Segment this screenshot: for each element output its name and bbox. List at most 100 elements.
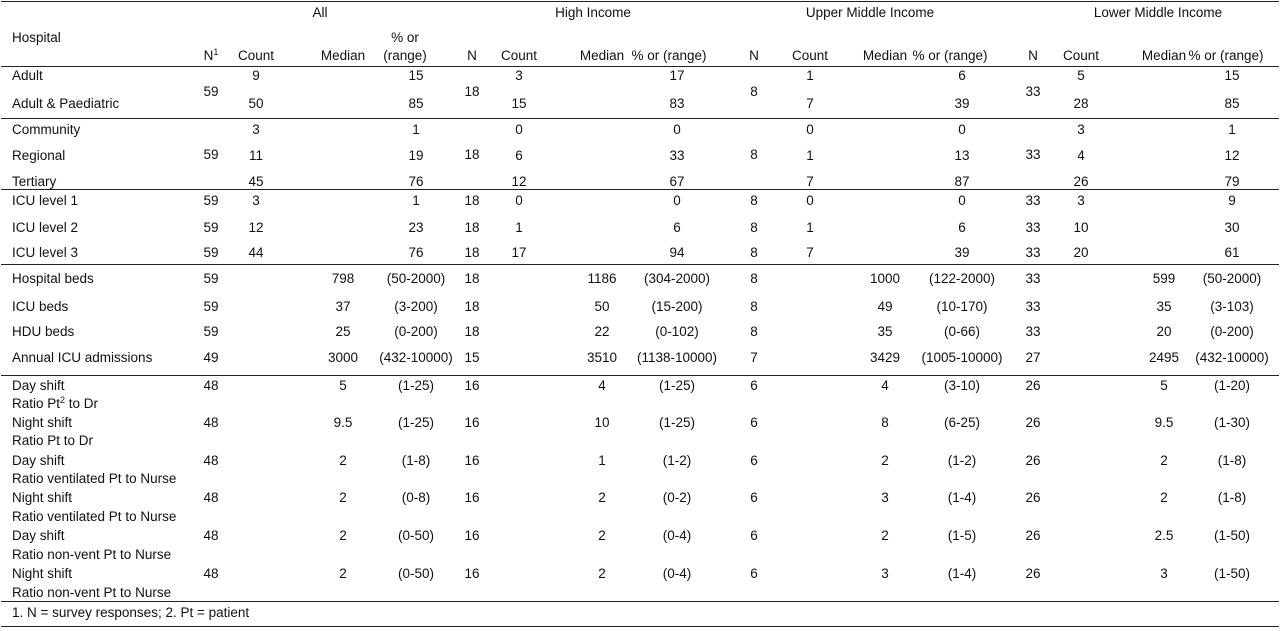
rule-hospital-type (1, 118, 1279, 119)
cell-median-lmi: 9.5 (1154, 415, 1174, 430)
cell-n-lmi: 26 (1025, 566, 1041, 581)
cell-pct-hi: (1138-10000) (636, 350, 718, 365)
cell-pct-umi: (1-5) (947, 528, 977, 543)
cell-pct-hi: (15-200) (651, 299, 703, 314)
cell-pct-umi: 39 (954, 96, 970, 111)
cell-count-all: 3 (252, 122, 260, 137)
cell-median-hi: 2 (598, 528, 606, 543)
cell-pct-umi: (1-4) (947, 490, 977, 505)
cell-count-lmi: 3 (1077, 122, 1085, 137)
cell-pct-hi: 67 (669, 174, 685, 189)
cell-pct-lmi: (50-2000) (1202, 271, 1262, 286)
cell-n-merged-lmi: 33 (1025, 147, 1041, 162)
cell-median-lmi: 599 (1152, 271, 1176, 286)
col-header-median-umi: Median (862, 48, 908, 63)
cell-median-all: 25 (335, 324, 351, 339)
cell-pct-umi: 0 (958, 122, 966, 137)
cell-n-hi: 16 (464, 378, 480, 393)
cell-median-hi: 4 (598, 378, 606, 393)
rule-hospital-level (1, 189, 1279, 190)
cell-n-lmi: 27 (1025, 350, 1041, 365)
cell-count-hi: 6 (515, 148, 523, 163)
cell-pct-hi: 33 (669, 148, 685, 163)
cell-n-hi: 18 (464, 271, 480, 286)
cell-n-merged-umi: 8 (750, 84, 758, 99)
cell-pct-hi: 94 (669, 245, 685, 260)
cell-count-lmi: 5 (1077, 68, 1085, 83)
col-header-median-lmi: Median (1141, 48, 1187, 63)
cell-pct-lmi: 61 (1224, 245, 1240, 260)
cell-n-hi: 18 (464, 220, 480, 235)
cell-pct-umi: 13 (954, 148, 970, 163)
cell-n-merged-all: 59 (203, 147, 219, 162)
cell-pct-all: (3-200) (394, 299, 438, 314)
col-header-count-umi: Count (791, 48, 829, 63)
row-label: Adult (12, 68, 43, 83)
group-header-all: All (312, 5, 328, 20)
cell-pct-all: (50-2000) (386, 271, 446, 286)
cell-median-lmi: 5 (1160, 378, 1168, 393)
cell-n-merged-umi: 8 (750, 147, 758, 162)
cell-pct-hi: (1-25) (658, 378, 696, 393)
cell-count-umi: 7 (806, 245, 814, 260)
cell-pct-all: 19 (408, 148, 424, 163)
cell-n-umi: 8 (750, 299, 758, 314)
col-header-count-lmi: Count (1062, 48, 1100, 63)
cell-pct-umi: (1-2) (947, 453, 977, 468)
cell-pct-umi: 6 (958, 220, 966, 235)
cell-median-umi: 35 (877, 324, 893, 339)
row-label: ICU level 3 (12, 245, 79, 260)
cell-median-lmi: 3 (1160, 566, 1168, 581)
cell-median-lmi: 35 (1156, 299, 1172, 314)
cell-n-umi: 6 (750, 415, 758, 430)
cell-n-all: 48 (203, 566, 219, 581)
cell-median-umi: 3 (881, 566, 889, 581)
col-header-pct-umi: % or (range) (912, 48, 988, 63)
col-header-median-all: Median (320, 48, 366, 63)
cell-median-umi: 3 (881, 490, 889, 505)
cell-n-umi: 6 (750, 566, 758, 581)
cell-pct-lmi: 9 (1228, 193, 1236, 208)
row-label: ICU level 1 (12, 193, 79, 208)
cell-n-hi: 18 (464, 193, 480, 208)
rule-header (1, 66, 1279, 67)
cell-n-umi: 7 (750, 350, 758, 365)
cell-n-lmi: 33 (1025, 271, 1041, 286)
cell-median-hi: 1186 (587, 271, 617, 286)
cell-pct-umi: 6 (958, 68, 966, 83)
cell-count-umi: 0 (806, 193, 814, 208)
cell-pct-lmi: 30 (1224, 220, 1240, 235)
cell-median-umi: 8 (881, 415, 889, 430)
cell-n-merged-hi: 18 (464, 147, 480, 162)
cell-pct-all: (0-50) (397, 528, 435, 543)
cell-pct-umi: (6-25) (943, 415, 981, 430)
cell-pct-hi: (0-2) (662, 490, 692, 505)
cell-pct-lmi: 12 (1224, 148, 1240, 163)
cell-median-hi: 10 (594, 415, 610, 430)
row-label: Night shift (12, 490, 73, 505)
cell-pct-all: (1-25) (397, 378, 435, 393)
cell-n-umi: 6 (750, 378, 758, 393)
cell-n-umi: 6 (750, 453, 758, 468)
cell-pct-umi: (1005-10000) (921, 350, 1003, 365)
cell-n-all: 48 (203, 415, 219, 430)
cell-pct-all: (1-25) (397, 415, 435, 430)
cell-count-hi: 0 (515, 122, 523, 137)
cell-median-all: 2 (339, 528, 347, 543)
cell-median-all: 2 (339, 490, 347, 505)
col-header-pct-all: % or (391, 30, 419, 45)
cell-pct-umi: (10-170) (936, 299, 988, 314)
cell-count-umi: 7 (806, 96, 814, 111)
cell-n-umi: 8 (750, 193, 758, 208)
cell-n-umi: 6 (750, 490, 758, 505)
cell-count-hi: 15 (511, 96, 527, 111)
cell-count-umi: 1 (806, 68, 814, 83)
cell-median-hi: 2 (598, 490, 606, 505)
cell-count-all: 45 (248, 174, 264, 189)
row-sublabel: Ratio Pt2 to Dr (12, 395, 99, 412)
group-header-umi: Upper Middle Income (805, 5, 935, 20)
cell-pct-all: 15 (408, 68, 424, 83)
rule-bottom (1, 626, 1279, 627)
cell-median-lmi: 2 (1160, 453, 1168, 468)
